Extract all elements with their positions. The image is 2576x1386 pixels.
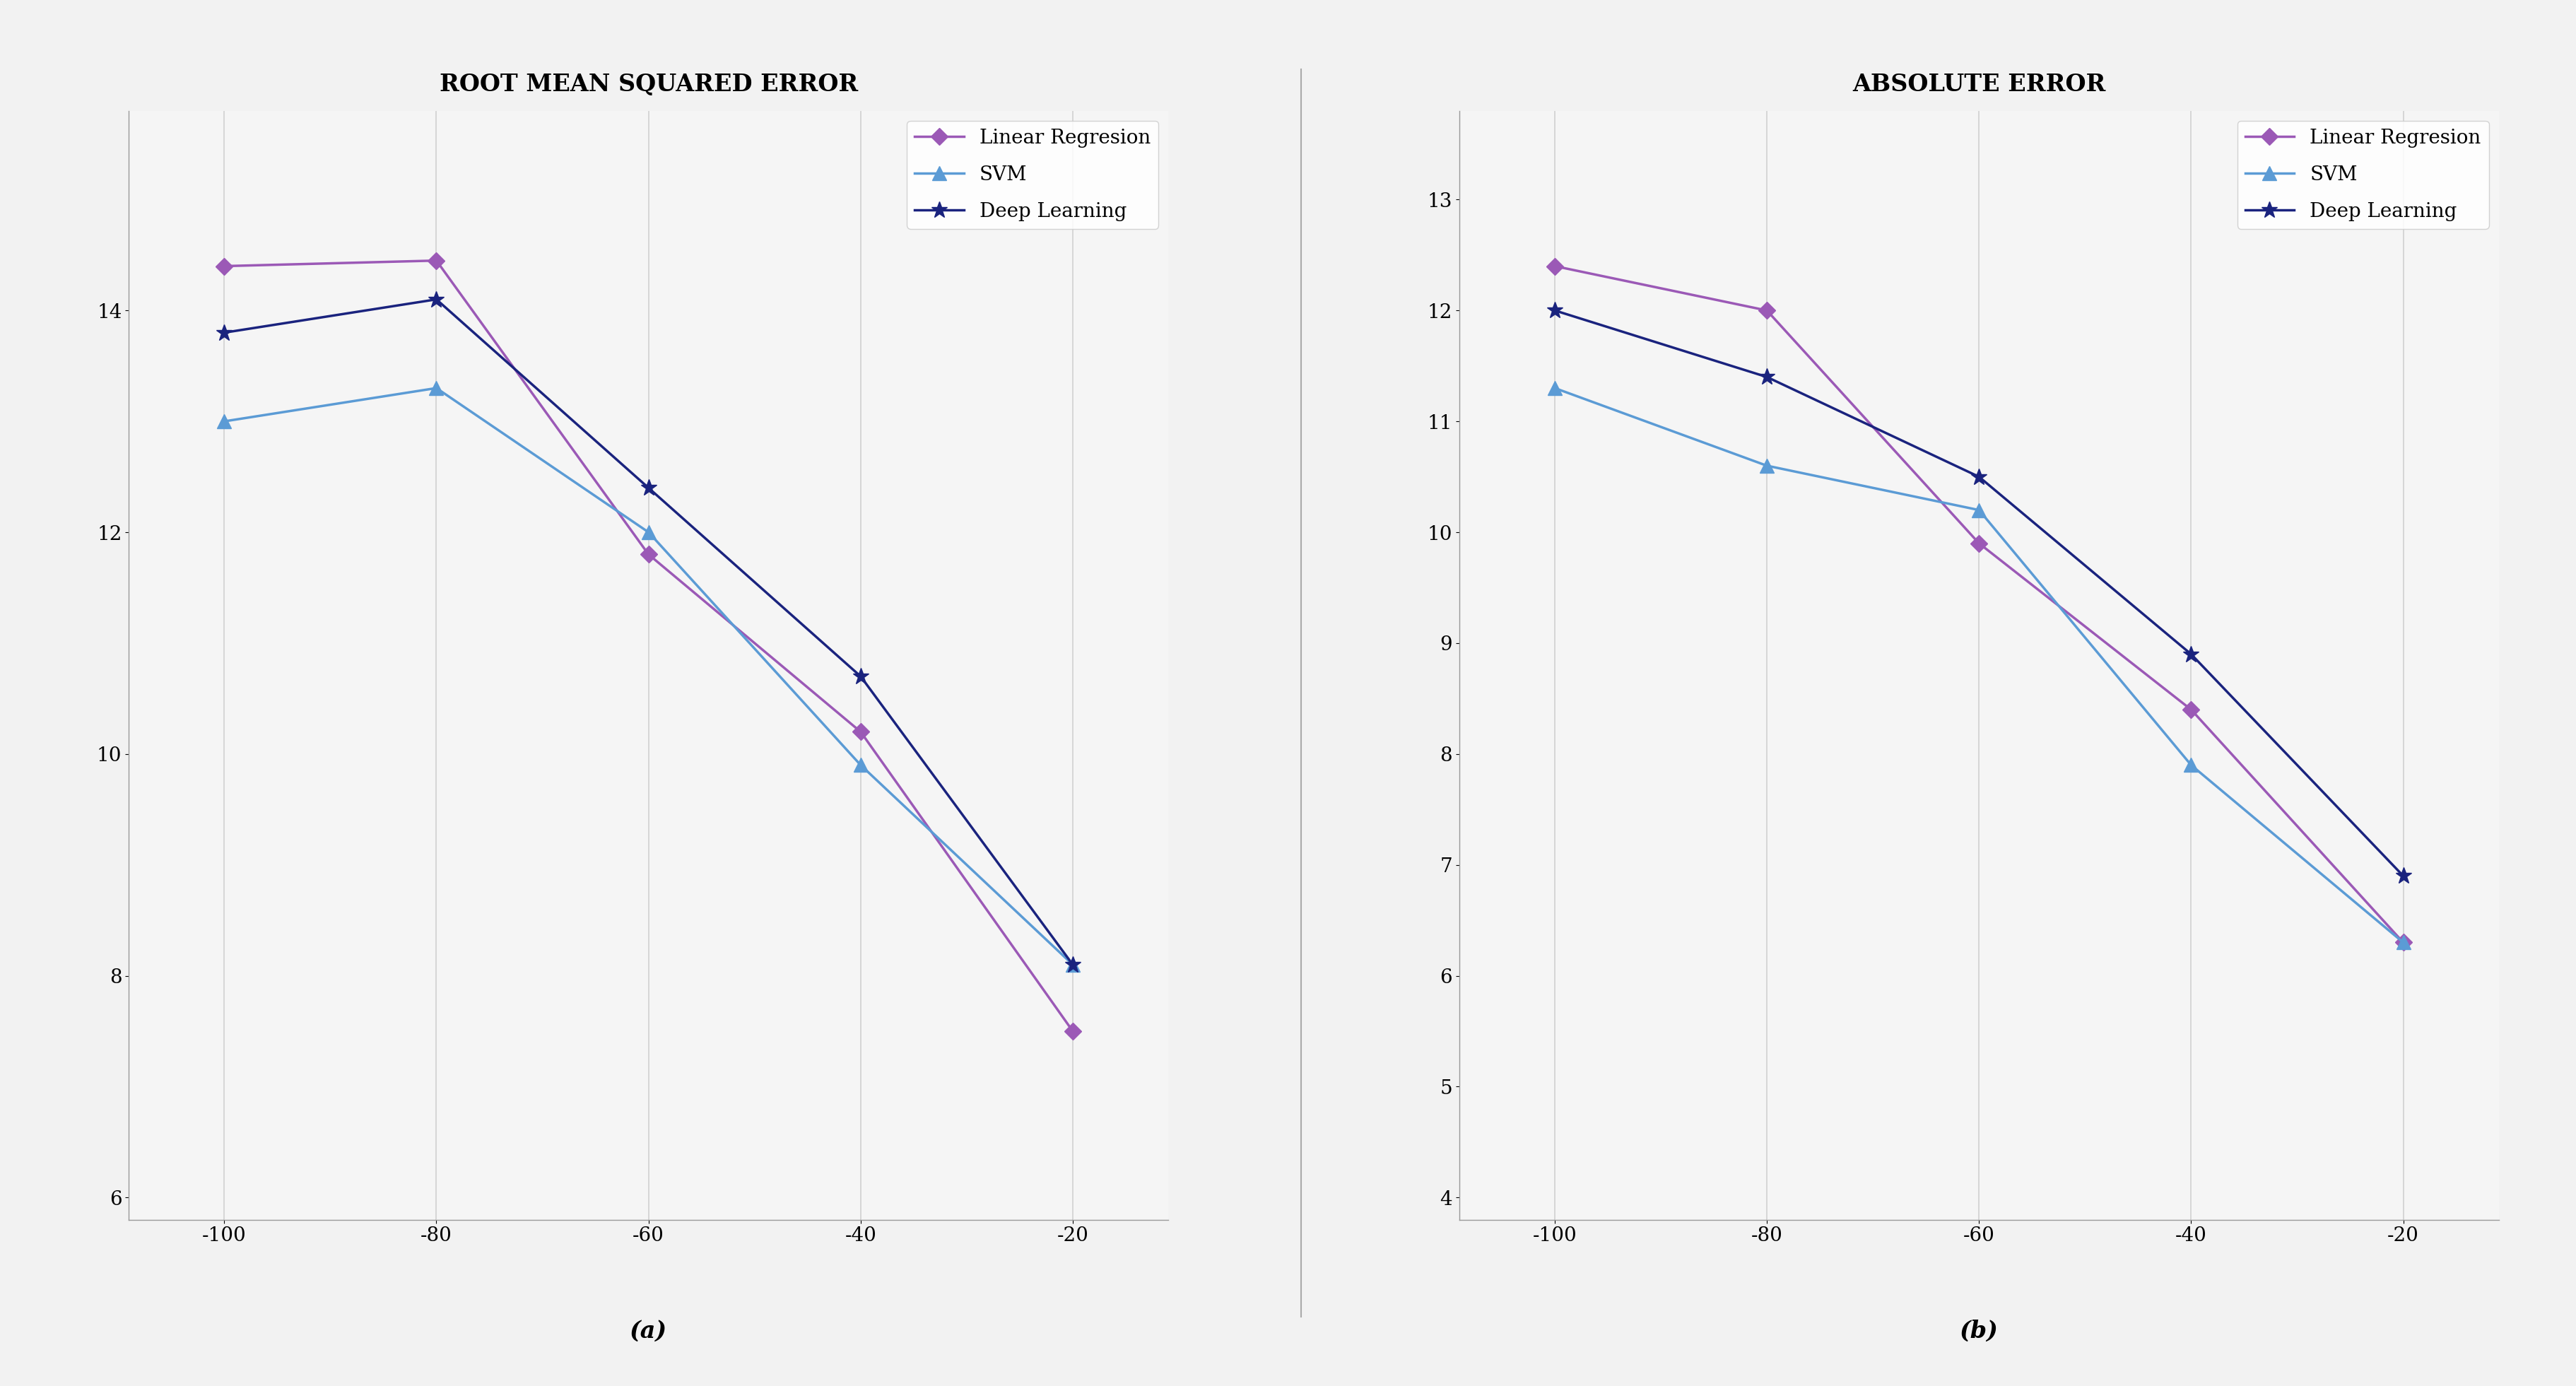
Deep Learning bbox=[420, 291, 451, 308]
Deep Learning bbox=[845, 668, 876, 685]
Deep Learning bbox=[1963, 468, 1994, 485]
SVM bbox=[209, 413, 240, 430]
Linear Regresion bbox=[420, 252, 451, 269]
Linear Regresion bbox=[1540, 258, 1571, 274]
Line: Linear Regresion: Linear Regresion bbox=[1548, 261, 2409, 948]
Line: Deep Learning: Deep Learning bbox=[216, 291, 1082, 973]
Linear Regresion bbox=[209, 258, 240, 274]
Title: ABSOLUTE ERROR: ABSOLUTE ERROR bbox=[1852, 73, 2105, 96]
Deep Learning bbox=[1540, 302, 1571, 319]
SVM bbox=[634, 524, 665, 541]
SVM bbox=[1752, 457, 1783, 474]
Linear Regresion bbox=[845, 723, 876, 740]
Linear Regresion bbox=[1752, 302, 1783, 319]
Linear Regresion bbox=[634, 546, 665, 563]
Deep Learning bbox=[1752, 369, 1783, 385]
Legend: Linear Regresion, SVM, Deep Learning: Linear Regresion, SVM, Deep Learning bbox=[907, 121, 1159, 229]
Text: (a): (a) bbox=[629, 1319, 667, 1343]
SVM bbox=[1056, 956, 1087, 973]
Line: Linear Regresion: Linear Regresion bbox=[219, 255, 1079, 1037]
SVM bbox=[1540, 380, 1571, 396]
Linear Regresion bbox=[2388, 934, 2419, 951]
Deep Learning bbox=[2177, 646, 2208, 663]
Line: SVM: SVM bbox=[1548, 381, 2411, 949]
Deep Learning bbox=[634, 480, 665, 496]
SVM bbox=[420, 380, 451, 396]
Linear Regresion bbox=[1963, 535, 1994, 552]
Line: SVM: SVM bbox=[216, 381, 1079, 972]
Deep Learning bbox=[1056, 956, 1087, 973]
SVM bbox=[2388, 934, 2419, 951]
Line: Deep Learning: Deep Learning bbox=[1546, 302, 2411, 884]
SVM bbox=[845, 757, 876, 773]
Linear Regresion bbox=[1056, 1023, 1087, 1040]
Text: (b): (b) bbox=[1960, 1319, 1999, 1343]
SVM bbox=[2177, 757, 2208, 773]
Linear Regresion bbox=[2177, 701, 2208, 718]
Deep Learning bbox=[209, 324, 240, 341]
Legend: Linear Regresion, SVM, Deep Learning: Linear Regresion, SVM, Deep Learning bbox=[2236, 121, 2488, 229]
Title: ROOT MEAN SQUARED ERROR: ROOT MEAN SQUARED ERROR bbox=[440, 73, 858, 96]
Deep Learning bbox=[2388, 868, 2419, 884]
SVM bbox=[1963, 502, 1994, 518]
